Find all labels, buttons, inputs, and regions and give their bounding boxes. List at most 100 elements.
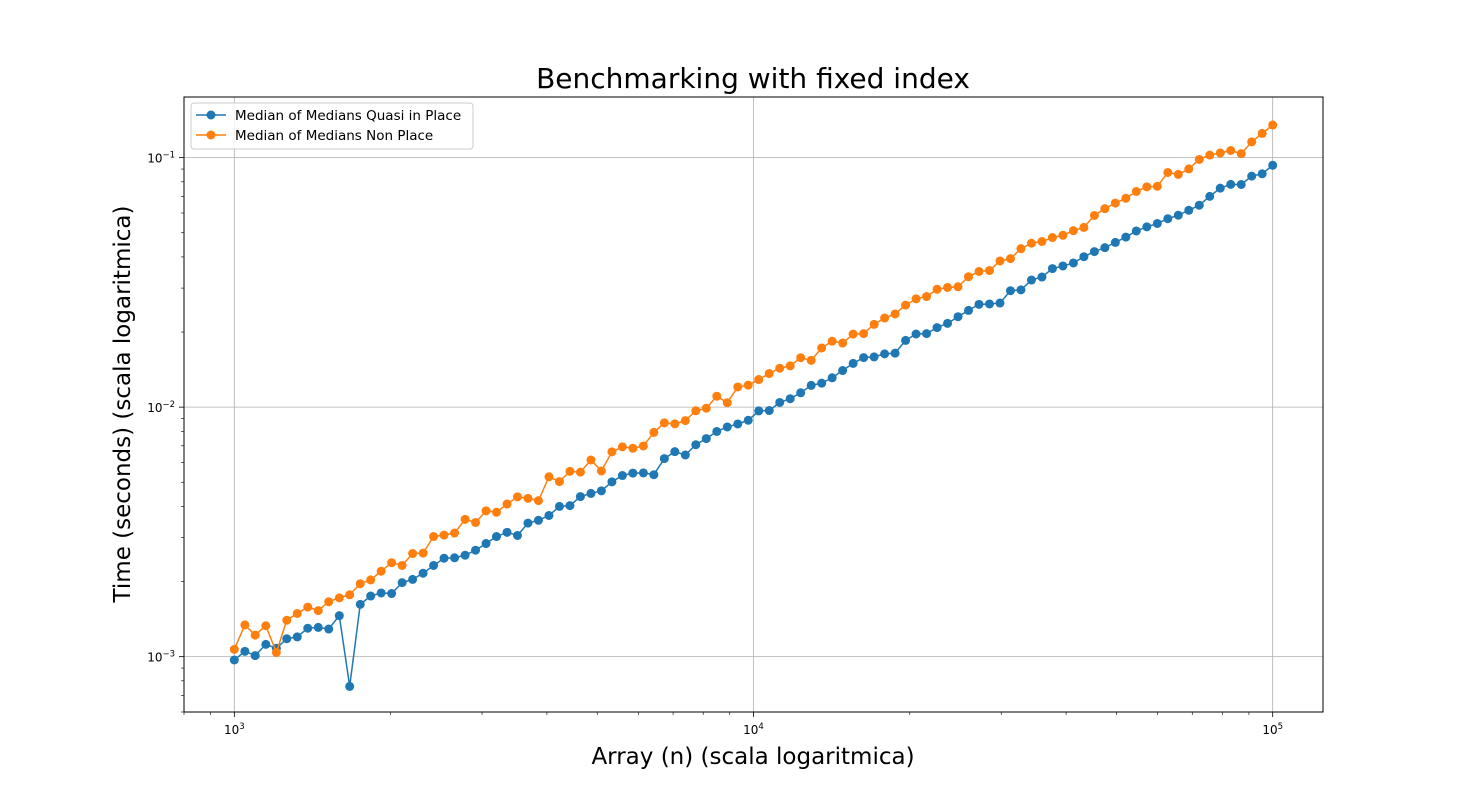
data-point — [1037, 237, 1047, 247]
data-point — [355, 579, 365, 589]
data-point — [680, 416, 690, 426]
data-point — [984, 299, 994, 309]
data-point — [691, 406, 701, 416]
data-point — [1026, 275, 1036, 285]
data-point — [607, 447, 617, 457]
y-tick-label: 10−1 — [147, 151, 175, 166]
data-point — [1110, 198, 1120, 208]
data-point — [659, 418, 669, 428]
data-point — [324, 624, 334, 634]
data-point — [943, 318, 953, 328]
data-point — [387, 589, 397, 599]
data-point — [1257, 128, 1267, 138]
data-point — [743, 380, 753, 390]
data-point — [586, 488, 596, 498]
data-point — [596, 486, 606, 496]
data-point — [271, 647, 281, 657]
data-point — [733, 419, 743, 429]
data-point — [1058, 261, 1068, 271]
data-point — [607, 477, 617, 487]
data-point — [471, 517, 481, 527]
series-1 — [229, 120, 1278, 657]
data-point — [1037, 272, 1047, 282]
data-point — [240, 646, 250, 656]
data-point — [1205, 150, 1215, 160]
data-point — [408, 574, 418, 584]
x-tick-label: 103 — [224, 722, 245, 737]
y-tick-label: 10−3 — [147, 650, 175, 665]
data-point — [701, 434, 711, 444]
data-point — [754, 375, 764, 385]
data-point — [1016, 285, 1026, 295]
data-point — [439, 553, 449, 563]
data-point — [1247, 137, 1257, 147]
data-point — [817, 343, 827, 353]
data-point — [901, 300, 911, 310]
data-point — [1005, 254, 1015, 264]
data-point — [964, 305, 974, 315]
data-point — [345, 590, 355, 600]
data-point — [324, 597, 334, 607]
data-point — [1226, 146, 1236, 155]
data-point — [1184, 164, 1194, 174]
data-point — [806, 355, 816, 365]
data-point — [355, 599, 365, 609]
data-point — [292, 632, 302, 642]
data-point — [229, 655, 239, 665]
data-point — [1068, 226, 1078, 236]
data-point — [313, 606, 323, 616]
data-point — [953, 312, 963, 322]
data-point — [1142, 222, 1152, 232]
data-point — [1089, 210, 1099, 220]
legend-marker-0 — [206, 110, 216, 120]
data-point — [995, 298, 1005, 308]
data-point — [628, 468, 638, 478]
data-point — [1068, 258, 1078, 268]
data-point — [502, 527, 512, 537]
data-point — [1194, 200, 1204, 210]
data-point — [554, 477, 564, 487]
data-point — [1079, 252, 1089, 262]
legend-label-1: Median of Medians Non Place — [235, 128, 433, 144]
data-point — [785, 361, 795, 371]
data-point — [827, 373, 837, 383]
data-point — [1268, 120, 1278, 130]
data-point — [701, 403, 711, 413]
data-point — [544, 510, 554, 520]
data-point — [376, 566, 386, 576]
data-point — [471, 545, 481, 555]
data-point — [565, 501, 575, 511]
data-point — [429, 560, 439, 570]
data-point — [1047, 264, 1057, 274]
data-point — [345, 681, 355, 691]
data-point — [1236, 179, 1246, 189]
data-point — [460, 550, 470, 560]
data-point — [492, 507, 502, 517]
data-point — [1268, 160, 1278, 170]
data-point — [1100, 243, 1110, 253]
data-point — [544, 472, 554, 482]
data-point — [628, 443, 638, 453]
x-tick-label: 104 — [743, 722, 764, 737]
data-point — [523, 518, 533, 528]
data-point — [932, 323, 942, 333]
data-point — [911, 329, 921, 339]
data-point — [481, 506, 491, 516]
data-point — [964, 272, 974, 282]
data-point — [974, 299, 984, 309]
data-point — [303, 623, 313, 633]
data-point — [1226, 179, 1236, 189]
data-point — [523, 493, 533, 503]
data-point — [953, 282, 963, 292]
data-point — [743, 415, 753, 425]
data-point — [1173, 210, 1183, 220]
data-point — [880, 349, 890, 359]
legend: Median of Medians Quasi in Place Median … — [190, 102, 474, 150]
data-point — [575, 467, 585, 477]
data-point — [229, 644, 239, 654]
data-point — [303, 602, 313, 612]
series-line — [233, 124, 1274, 654]
data-point — [1026, 238, 1036, 248]
data-point — [995, 256, 1005, 266]
data-point — [1005, 286, 1015, 296]
